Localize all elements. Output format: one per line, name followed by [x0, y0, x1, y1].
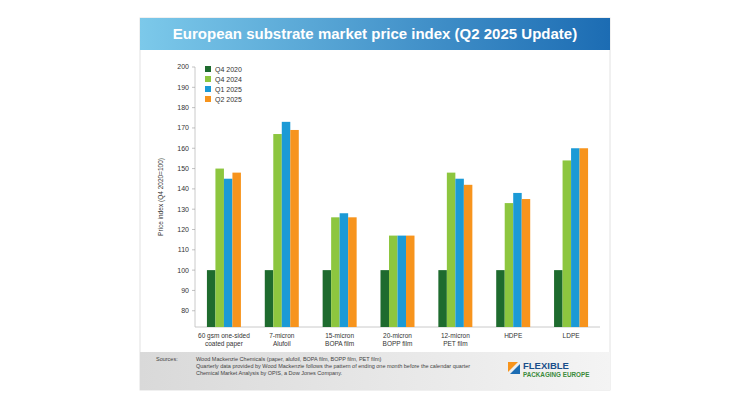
- legend-swatch: [205, 86, 211, 92]
- bar: [331, 217, 340, 327]
- x-tick-label-line: Alufoil: [273, 340, 291, 347]
- y-tick-label: 110: [178, 246, 189, 253]
- y-tick: [192, 290, 195, 291]
- legend-label: Q1 2025: [215, 86, 242, 94]
- y-tick-label: 90: [181, 287, 189, 294]
- y-tick: [192, 188, 195, 189]
- bar: [207, 270, 216, 327]
- bar: [224, 179, 233, 327]
- y-tick-label: 100: [177, 267, 189, 274]
- y-tick: [192, 229, 195, 230]
- title: European substrate market price index (Q…: [173, 25, 577, 42]
- footer-line: Quarterly data provided by Wood Mackenzi…: [196, 363, 470, 369]
- x-tick-label: 15-micronBOPA film: [325, 332, 354, 347]
- y-tick-label: 200: [177, 63, 189, 70]
- bar: [398, 236, 407, 327]
- bar: [265, 270, 274, 327]
- y-tick-label: 150: [177, 165, 189, 172]
- y-tick-label: 130: [177, 206, 189, 213]
- bar: [323, 270, 332, 327]
- x-tick-label-line: 7-micron: [269, 332, 295, 339]
- y-tick: [192, 127, 195, 128]
- logo-text: PACKAGING EUROPE: [523, 371, 589, 378]
- bar: [348, 217, 357, 327]
- x-tick-label: HDPE: [504, 332, 523, 339]
- bar: [455, 179, 464, 327]
- bar: [389, 236, 398, 327]
- y-tick-label: 80: [181, 307, 189, 314]
- bar: [464, 185, 473, 327]
- y-tick: [192, 87, 195, 88]
- bar: [438, 270, 447, 327]
- footer-band: [140, 352, 610, 390]
- footer-line: Wood Mackenzie Chemicals (paper, alufoil…: [196, 356, 382, 362]
- legend-label: Q4 2020: [215, 66, 242, 74]
- x-tick-label-line: HDPE: [504, 332, 523, 339]
- y-tick: [192, 310, 195, 311]
- y-tick-label: 190: [177, 84, 189, 91]
- legend-swatch: [205, 96, 211, 102]
- bar: [513, 193, 522, 327]
- x-tick-label-line: PET film: [443, 340, 467, 347]
- x-tick-label-line: BOPP film: [383, 340, 413, 347]
- logo-text: FLEXIBLE: [523, 360, 569, 371]
- x-tick-label: 7-micronAlufoil: [269, 332, 295, 347]
- y-tick-label: 170: [177, 124, 189, 131]
- legend-swatch: [205, 76, 211, 82]
- bar: [447, 173, 456, 327]
- y-tick-label: 180: [177, 104, 189, 111]
- bar: [563, 160, 572, 327]
- y-tick-label: 160: [177, 145, 189, 152]
- y-axis-label: Price index (Q4 2020=100): [157, 158, 165, 236]
- bar: [282, 122, 291, 327]
- x-tick-label-line: LDPE: [563, 332, 581, 339]
- logo-icon: [510, 364, 520, 374]
- x-tick-label-line: 15-micron: [325, 332, 354, 339]
- bar: [505, 203, 514, 327]
- y-tick: [192, 249, 195, 250]
- bar: [580, 148, 589, 327]
- bar: [571, 148, 580, 327]
- bar: [273, 134, 282, 327]
- y-tick-label: 120: [177, 226, 189, 233]
- footer-line: Chemical Market Analysis by OPIS, a Dow …: [196, 370, 342, 376]
- y-tick: [192, 67, 195, 68]
- bar: [232, 173, 241, 327]
- legend-label: Q4 2024: [215, 76, 242, 84]
- y-tick-label: 140: [177, 185, 189, 192]
- x-tick-label-line: BOPA film: [325, 340, 354, 347]
- bar: [381, 270, 390, 327]
- y-tick: [192, 148, 195, 149]
- chart: European substrate market price index (Q…: [0, 0, 750, 395]
- x-tick-label: 12-micronPET film: [441, 332, 470, 347]
- footer-label: Sources:: [156, 356, 178, 362]
- card: [140, 18, 610, 390]
- x-tick-label: 20-micronBOPP film: [383, 332, 413, 347]
- x-tick-label-line: 60 gsm one-sided: [198, 332, 250, 340]
- bar: [554, 270, 563, 327]
- bars: [207, 122, 588, 327]
- bar: [522, 199, 531, 327]
- bar: [215, 169, 224, 327]
- x-tick-label-line: 20-micron: [383, 332, 412, 339]
- x-tick-label: 60 gsm one-sidedcoated paper: [198, 332, 250, 348]
- x-tick-label-line: coated paper: [205, 340, 244, 348]
- bar: [496, 270, 505, 327]
- y-tick: [192, 209, 195, 210]
- legend-swatch: [205, 66, 211, 72]
- bar: [340, 213, 349, 327]
- y-tick: [192, 107, 195, 108]
- y-tick: [192, 168, 195, 169]
- y-axis-line: [195, 67, 196, 327]
- x-tick-label: LDPE: [563, 332, 581, 339]
- bar: [406, 236, 415, 327]
- bar: [290, 130, 299, 327]
- y-tick: [192, 270, 195, 271]
- legend-label: Q2 2025: [215, 96, 242, 104]
- x-tick-label-line: 12-micron: [441, 332, 470, 339]
- title-banner: [140, 18, 610, 50]
